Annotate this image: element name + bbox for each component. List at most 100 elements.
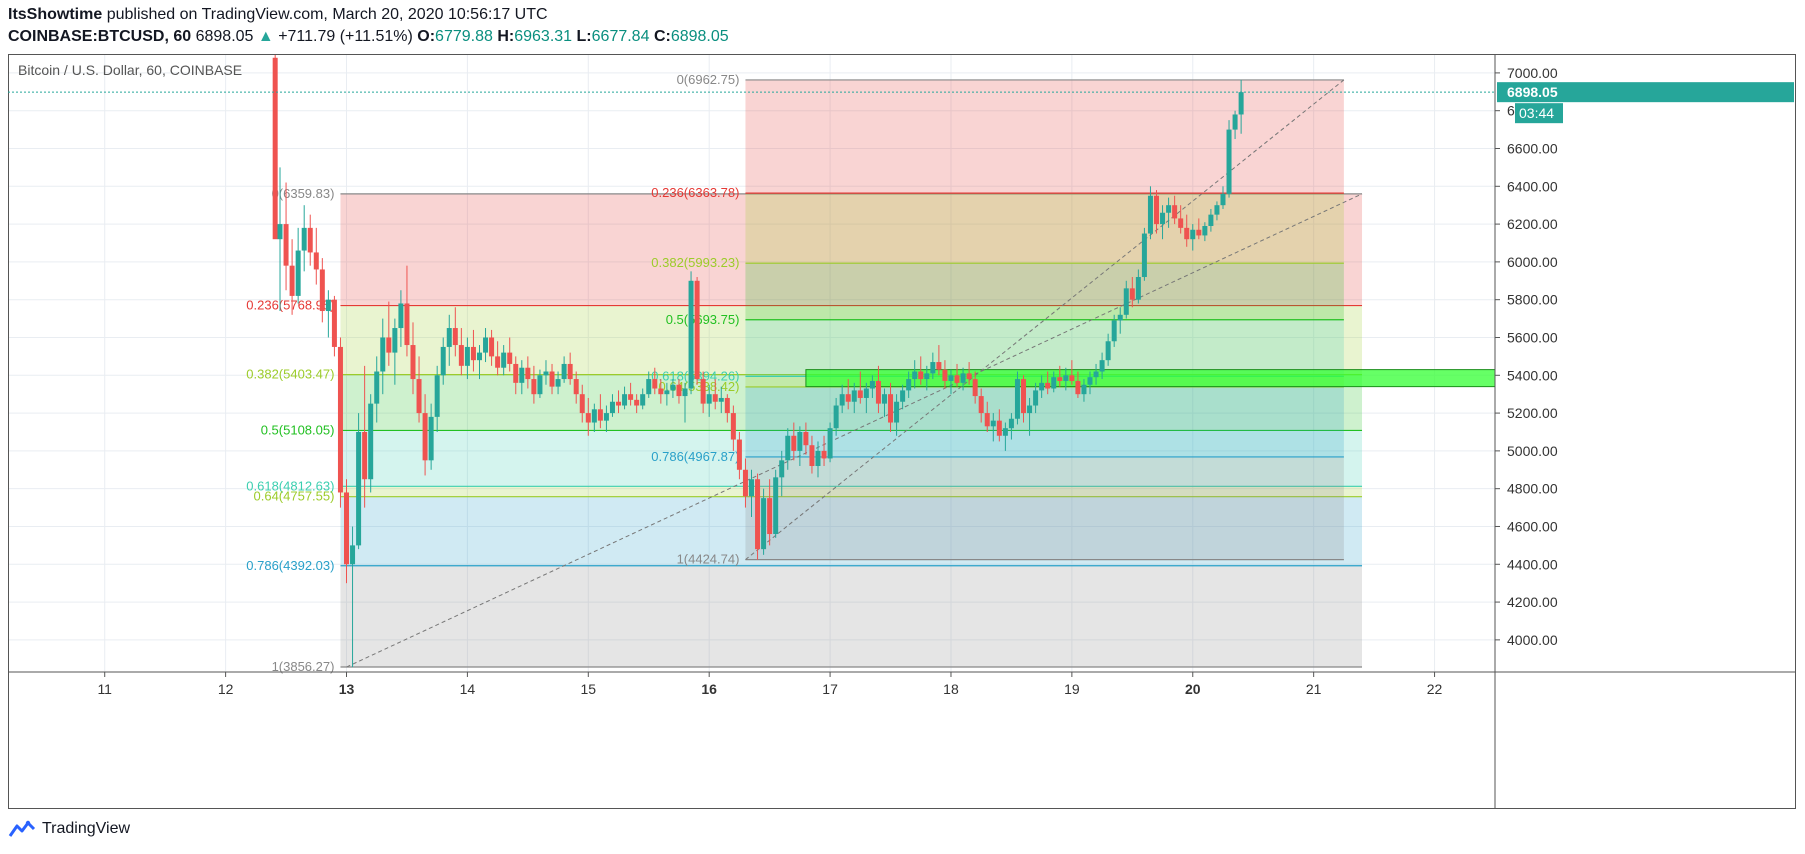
y-tick-label: 5000.00: [1507, 443, 1558, 459]
fib-band: [340, 430, 1363, 487]
candle-body: [1226, 129, 1232, 194]
candle: [1184, 214, 1190, 247]
fib-band: [340, 193, 1363, 306]
fib-level-label: 0.64(4757.55): [254, 489, 335, 504]
candle-body: [1129, 288, 1135, 300]
candle-body: [555, 379, 561, 387]
candle-body: [410, 345, 416, 380]
author-name[interactable]: ItsShowtime: [8, 6, 103, 23]
candlestick-chart[interactable]: 0(6359.83) 0.236(5768.95) 0.382(5403.47) 0.…: [8, 54, 1796, 809]
candle-body: [1002, 428, 1008, 436]
candle-body: [1081, 384, 1087, 395]
candle: [1033, 382, 1039, 414]
candle-body: [700, 379, 706, 404]
fib-retracements: 0(6359.83) 0.236(5768.95) 0.382(5403.47) 0.…: [246, 72, 1363, 674]
fib-left: 0(6359.83) 0.236(5768.95) 0.382(5403.47) 0.…: [246, 186, 1363, 674]
candle: [646, 371, 652, 398]
candle-body: [1063, 375, 1069, 381]
candle: [416, 356, 422, 423]
fib-band: [745, 193, 1344, 264]
candle-body: [634, 399, 640, 406]
ohlc-line: COINBASE:BTCUSD, 60 6898.05 ▲ +711.79 (+…: [8, 26, 729, 48]
candle-body: [1093, 371, 1099, 378]
candle-body: [501, 352, 507, 368]
candle-body: [1214, 205, 1220, 215]
candle: [839, 384, 845, 414]
candle: [1232, 110, 1238, 140]
candle-body: [331, 299, 337, 347]
candle: [634, 394, 640, 414]
fib-band: [340, 565, 1363, 668]
candle-body: [996, 420, 1002, 436]
candle-body: [519, 367, 525, 383]
candle: [344, 479, 350, 584]
candle: [797, 426, 803, 466]
candle: [519, 360, 525, 395]
candle: [1160, 205, 1166, 240]
candle: [1099, 352, 1105, 380]
candle-body: [609, 401, 615, 414]
tradingview-logo-icon[interactable]: [8, 820, 36, 838]
candle: [652, 367, 658, 395]
x-tick-label: 13: [339, 681, 355, 697]
x-tick-label: 21: [1306, 681, 1322, 697]
candle: [1075, 371, 1081, 398]
candle: [398, 290, 404, 347]
candle-body: [368, 403, 374, 480]
fib-level-label: 0.236(5768.95): [246, 298, 334, 313]
candle-body: [295, 250, 301, 296]
candle-body: [1057, 377, 1063, 381]
candle: [1147, 186, 1153, 240]
candle: [755, 473, 761, 560]
candle-body: [869, 380, 875, 389]
candle-body: [362, 431, 368, 480]
candle-body: [531, 379, 537, 395]
candle: [900, 384, 906, 410]
candle: [833, 397, 839, 436]
candle: [640, 388, 646, 410]
candle-body: [325, 299, 331, 312]
candle: [960, 367, 966, 391]
tradingview-brand[interactable]: TradingView: [42, 820, 131, 837]
candle-body: [549, 371, 555, 387]
y-tick-label: 6400.00: [1507, 178, 1558, 194]
candle-body: [900, 390, 906, 402]
fib-level-label: 0.786(4967.87): [651, 449, 739, 464]
candle: [978, 388, 984, 423]
candle: [1081, 379, 1087, 402]
candle: [972, 371, 978, 404]
fib-band: [745, 263, 1344, 320]
candle: [1045, 371, 1051, 395]
candle: [597, 394, 603, 429]
candle-body: [736, 439, 742, 470]
candle-body: [573, 379, 579, 395]
candle: [1220, 186, 1226, 209]
candle: [942, 360, 948, 389]
y-tick-label: 6000.00: [1507, 254, 1558, 270]
candle: [888, 382, 894, 432]
candle: [736, 431, 742, 480]
candle-body: [912, 371, 918, 380]
candle: [1021, 375, 1027, 423]
candle: [1051, 371, 1057, 393]
candle: [694, 277, 700, 385]
candle: [954, 363, 960, 387]
candle: [742, 458, 748, 508]
candle-body: [525, 367, 531, 380]
candle: [924, 365, 930, 391]
candle: [603, 405, 609, 432]
candle-body: [289, 265, 295, 296]
candle: [773, 469, 779, 538]
candle: [670, 379, 676, 398]
candle-body: [1178, 218, 1184, 228]
candle: [1135, 269, 1141, 304]
candle-body: [894, 401, 900, 423]
chart-frame[interactable]: 0(6359.83) 0.236(5768.95) 0.382(5403.47) 0.…: [8, 54, 1796, 809]
candle: [718, 386, 724, 414]
candle: [990, 413, 996, 442]
y-tick-label: 4400.00: [1507, 556, 1558, 572]
candle-body: [833, 405, 839, 429]
candle-body: [356, 431, 362, 546]
y-tick-label: 5400.00: [1507, 367, 1558, 383]
candle-body: [404, 303, 410, 346]
